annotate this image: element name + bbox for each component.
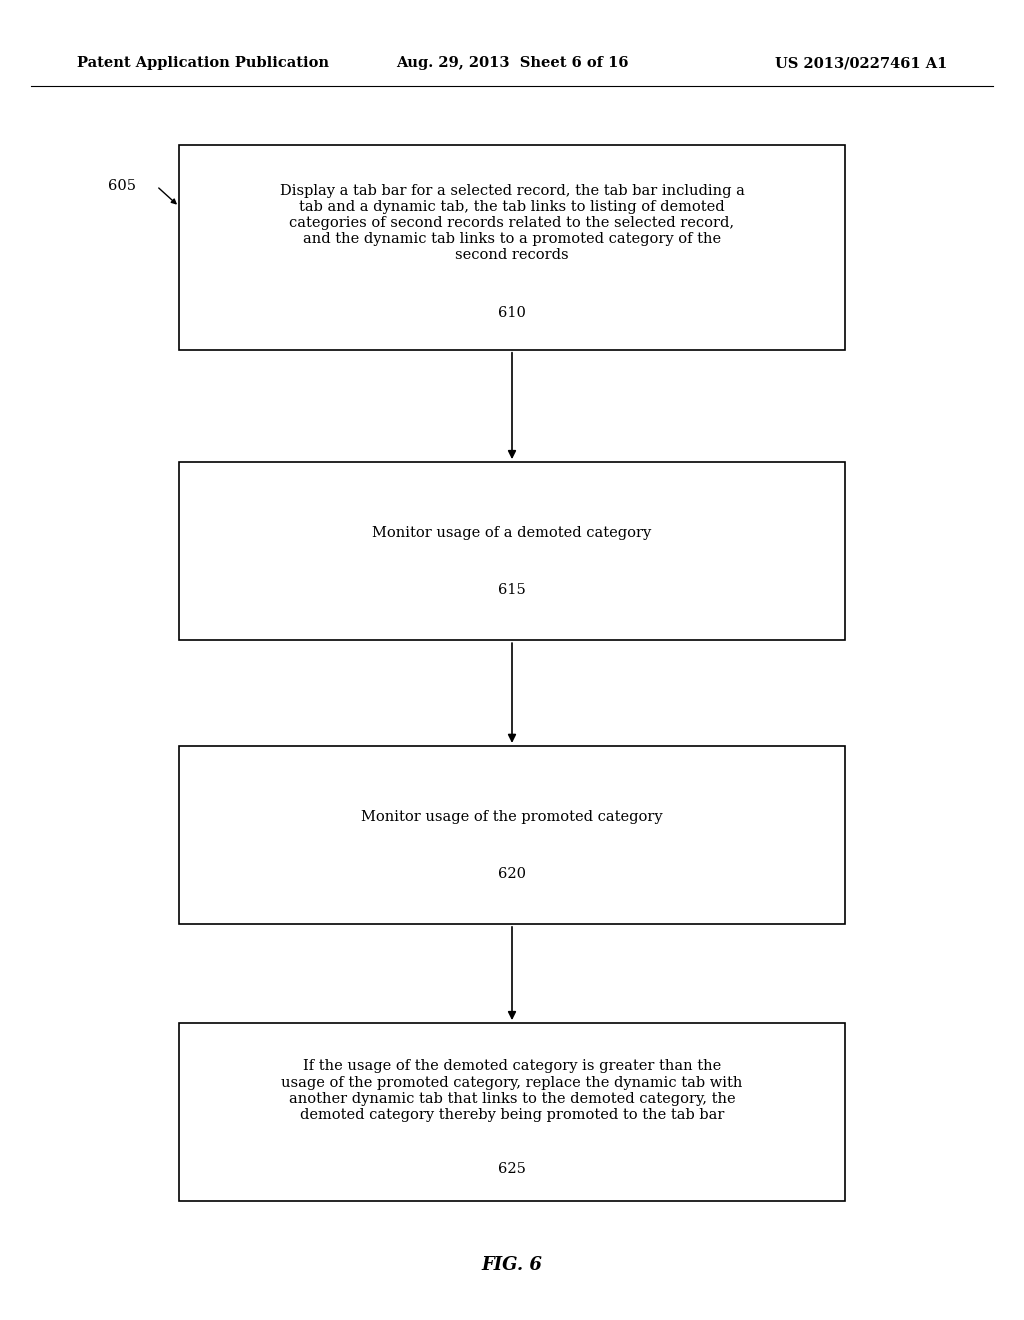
FancyBboxPatch shape bbox=[179, 1023, 845, 1201]
Text: Aug. 29, 2013  Sheet 6 of 16: Aug. 29, 2013 Sheet 6 of 16 bbox=[395, 57, 629, 70]
Text: Monitor usage of the promoted category: Monitor usage of the promoted category bbox=[361, 810, 663, 824]
Text: Monitor usage of a demoted category: Monitor usage of a demoted category bbox=[373, 527, 651, 540]
Text: 620: 620 bbox=[498, 867, 526, 882]
Text: US 2013/0227461 A1: US 2013/0227461 A1 bbox=[775, 57, 947, 70]
Text: FIG. 6: FIG. 6 bbox=[481, 1255, 543, 1274]
FancyBboxPatch shape bbox=[179, 462, 845, 640]
FancyBboxPatch shape bbox=[179, 746, 845, 924]
Text: 610: 610 bbox=[498, 306, 526, 319]
Text: Patent Application Publication: Patent Application Publication bbox=[77, 57, 329, 70]
FancyBboxPatch shape bbox=[179, 145, 845, 350]
Text: 615: 615 bbox=[498, 583, 526, 598]
Text: Display a tab bar for a selected record, the tab bar including a
tab and a dynam: Display a tab bar for a selected record,… bbox=[280, 183, 744, 263]
Text: 625: 625 bbox=[498, 1162, 526, 1176]
Text: 605: 605 bbox=[108, 180, 135, 193]
Text: If the usage of the demoted category is greater than the
usage of the promoted c: If the usage of the demoted category is … bbox=[282, 1060, 742, 1122]
